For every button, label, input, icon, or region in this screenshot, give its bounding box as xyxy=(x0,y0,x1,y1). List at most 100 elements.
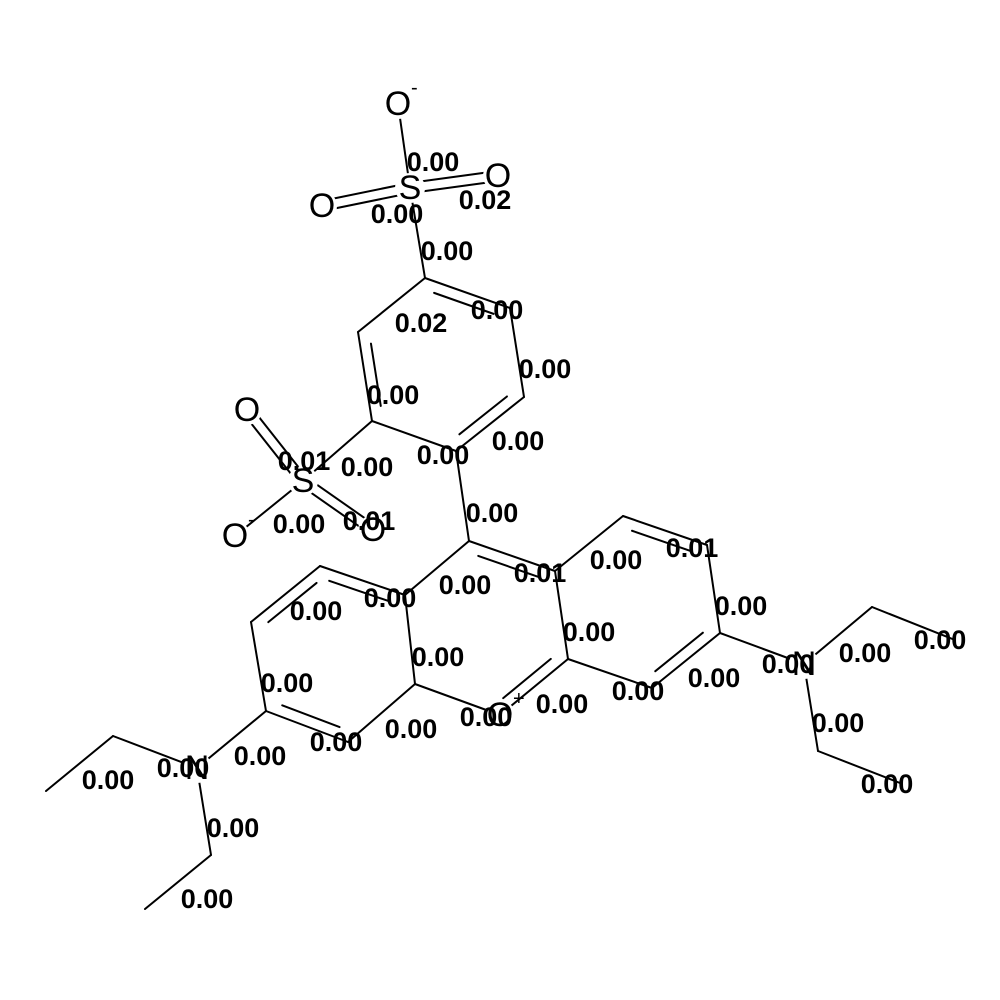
bond-S2-O6-b xyxy=(304,475,377,527)
bond-r5-S2 xyxy=(302,420,373,482)
atom-weight-23: 0.00 xyxy=(412,642,465,672)
bond-S1-O2-a xyxy=(319,182,410,203)
atom-weight-3: 0.00 xyxy=(421,236,474,266)
atom-o-top-left: O xyxy=(307,187,337,225)
bond-lr2-lr3 xyxy=(250,621,267,712)
atom-weight-31: 0.00 xyxy=(861,769,914,799)
bond-r1-r2 xyxy=(424,277,511,309)
bond-layer xyxy=(45,103,956,910)
atom-weight-17: 0.00 xyxy=(439,570,492,600)
bond-c9a-c10a xyxy=(554,570,569,660)
svg-text:O: O xyxy=(309,187,335,225)
atom-weight-22: 0.00 xyxy=(563,617,616,647)
bond-c9-c9a xyxy=(468,540,556,572)
bond-S2-O4-a xyxy=(249,405,308,479)
atom-o-mid-right: O xyxy=(358,511,388,549)
bond-rr4-rr5 xyxy=(651,632,721,689)
bond-r3-r4 xyxy=(455,396,525,452)
atom-o-top-minus: O- xyxy=(383,77,418,123)
atom-weight-12: 0.00 xyxy=(273,509,326,539)
bond-lr1-lr2 xyxy=(250,565,321,623)
atom-weight-6: 0.00 xyxy=(519,354,572,384)
atom-weight-15: 0.00 xyxy=(590,545,643,575)
atom-weight-24: 0.00 xyxy=(261,668,314,698)
atom-weight-18: 0.00 xyxy=(364,583,417,613)
bond-r5-r6 xyxy=(357,331,373,422)
bond-rr5-c10a xyxy=(567,658,653,689)
bond-rr2-rr3 xyxy=(622,515,708,546)
svg-text:N: N xyxy=(185,749,210,787)
atom-o-ring-plus: O + xyxy=(485,688,525,734)
atom-weight-10: 0.00 xyxy=(341,452,394,482)
atom-weight-27: 0.00 xyxy=(762,649,815,679)
svg-text:O: O xyxy=(234,391,260,429)
bond-le1-le2 xyxy=(45,735,114,792)
bond-r6-r1 xyxy=(357,277,426,333)
weight-layer: 0.00 0.02 0.00 0.00 0.02 0.00 0.00 0.00 0.00 0.01… xyxy=(82,147,967,914)
atom-weight-19: 0.00 xyxy=(290,596,343,626)
bond-lr1-lr2-inner xyxy=(267,581,318,624)
bond-lr1-c8a xyxy=(319,565,406,596)
atom-o-mid-minus: O- xyxy=(220,509,255,555)
atom-o-mid-top: O xyxy=(232,391,262,429)
bond-c4a-c8a xyxy=(404,594,416,685)
bond-c10a-Ox-inner xyxy=(502,657,552,700)
bond-c9-c9a-inner xyxy=(477,554,540,578)
atom-weight-32: 0.00 xyxy=(460,702,513,732)
atom-weight-4: 0.02 xyxy=(395,308,448,338)
svg-text:-: - xyxy=(411,77,418,99)
bond-lr3-lr4-inner xyxy=(281,704,341,729)
atom-weight-36: 0.00 xyxy=(234,741,287,771)
atom-weight-30: 0.00 xyxy=(812,708,865,738)
svg-text:O: O xyxy=(485,157,511,195)
bond-r3-r4-inner xyxy=(458,395,508,436)
svg-text:O: O xyxy=(487,696,513,734)
svg-text:+: + xyxy=(513,688,525,710)
atom-n-left: N xyxy=(182,749,212,787)
atom-weight-37: 0.00 xyxy=(82,765,135,795)
bond-S2-O6-a xyxy=(299,484,372,536)
bond-S2-O4-b xyxy=(242,412,301,486)
svg-text:O: O xyxy=(222,517,248,555)
svg-text:S: S xyxy=(292,462,315,500)
atom-weight-25: 0.00 xyxy=(612,676,665,706)
atom-weight-26: 0.00 xyxy=(688,663,741,693)
atom-weight-29: 0.00 xyxy=(914,625,967,655)
bond-rr2-rr3-inner xyxy=(631,529,692,553)
atom-weight-20: 0.00 xyxy=(466,498,519,528)
svg-text:O: O xyxy=(385,85,411,123)
atom-weight-35: 0.00 xyxy=(310,727,363,757)
bond-r5-r6-inner xyxy=(369,342,382,407)
atom-weight-39: 0.00 xyxy=(207,813,260,843)
bond-S1-O3-b xyxy=(408,170,499,185)
atom-weight-7: 0.00 xyxy=(492,426,545,456)
bond-r4-r5 xyxy=(371,420,457,452)
svg-text:N: N xyxy=(792,645,817,683)
svg-text:S: S xyxy=(399,169,422,207)
atom-weight-16: 0.01 xyxy=(514,558,567,588)
bond-S1-O2-b xyxy=(322,191,413,212)
bond-re3-re4 xyxy=(817,750,901,784)
atom-o-top-right: O xyxy=(483,157,513,195)
bond-c8a-c9 xyxy=(404,540,470,596)
bond-re1-re2 xyxy=(871,606,956,641)
atom-weight-21: 0.00 xyxy=(715,591,768,621)
atom-weight-2: 0.00 xyxy=(371,199,424,229)
atom-weight-0: 0.00 xyxy=(407,147,460,177)
bond-le3-le4 xyxy=(144,854,212,910)
bond-lr3-lr4 xyxy=(265,710,349,743)
bond-rr3-rr4 xyxy=(706,544,721,634)
bond-S1-r1 xyxy=(409,187,426,279)
atom-weight-11: 0.00 xyxy=(367,380,420,410)
atom-weight-14: 0.01 xyxy=(666,533,719,563)
atom-weight-38: 0.00 xyxy=(157,753,210,783)
atom-s-top: S xyxy=(395,169,425,207)
bond-r1-r2-inner xyxy=(433,291,495,315)
atom-weight-9: 0.01 xyxy=(278,446,331,476)
bond-c9a-rr2 xyxy=(554,515,624,572)
atom-weight-28: 0.00 xyxy=(839,638,892,668)
atom-weight-1: 0.02 xyxy=(459,185,512,215)
atom-weight-33: 0.00 xyxy=(536,689,589,719)
